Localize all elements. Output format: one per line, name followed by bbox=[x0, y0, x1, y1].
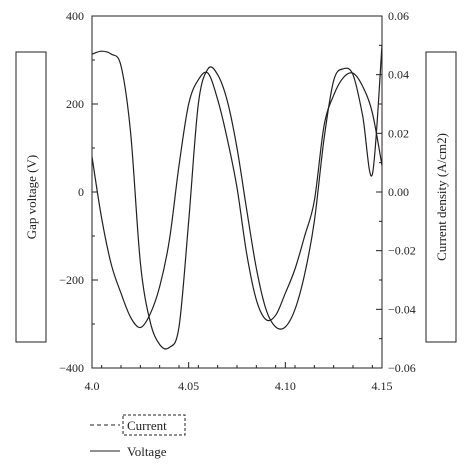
series-line-voltage bbox=[91, 71, 383, 329]
right-axis-title-box bbox=[425, 51, 457, 343]
legend-current-label: Current bbox=[127, 418, 167, 433]
right-tick-label: 0.04 bbox=[388, 68, 409, 82]
left-axis-title-box bbox=[15, 51, 47, 343]
left-tick-label: −400 bbox=[59, 361, 84, 375]
right-tick-label: 0.06 bbox=[388, 9, 409, 23]
legend: Current Voltage bbox=[90, 414, 186, 459]
x-tick-label: 4.0 bbox=[85, 379, 100, 393]
x-axis-ticks: 4.0 4.05 4.10 4.15 bbox=[85, 362, 393, 393]
left-tick-label: −200 bbox=[59, 273, 84, 287]
x-tick-label: 4.15 bbox=[372, 379, 393, 393]
series-line-current bbox=[91, 45, 383, 350]
series-layer bbox=[91, 45, 383, 350]
right-tick-label: 0.02 bbox=[388, 126, 409, 140]
x-tick-label: 4.10 bbox=[275, 379, 296, 393]
right-axis-title: Current density (A/cm2) bbox=[434, 133, 449, 261]
left-axis-title: Gap voltage (V) bbox=[24, 155, 39, 239]
left-tick-label: 400 bbox=[66, 9, 84, 23]
right-tick-label: 0.00 bbox=[388, 185, 409, 199]
right-tick-label: −0.04 bbox=[388, 302, 416, 316]
legend-voltage-label: Voltage bbox=[127, 444, 167, 459]
left-axis-ticks: 400 200 0 −200 −400 bbox=[59, 9, 98, 375]
right-tick-label: −0.06 bbox=[388, 361, 416, 375]
legend-current-box bbox=[122, 414, 186, 436]
x-tick-label: 4.05 bbox=[178, 379, 199, 393]
left-tick-label: 200 bbox=[66, 97, 84, 111]
right-tick-label: −0.02 bbox=[388, 244, 416, 258]
left-tick-label: 0 bbox=[78, 185, 84, 199]
